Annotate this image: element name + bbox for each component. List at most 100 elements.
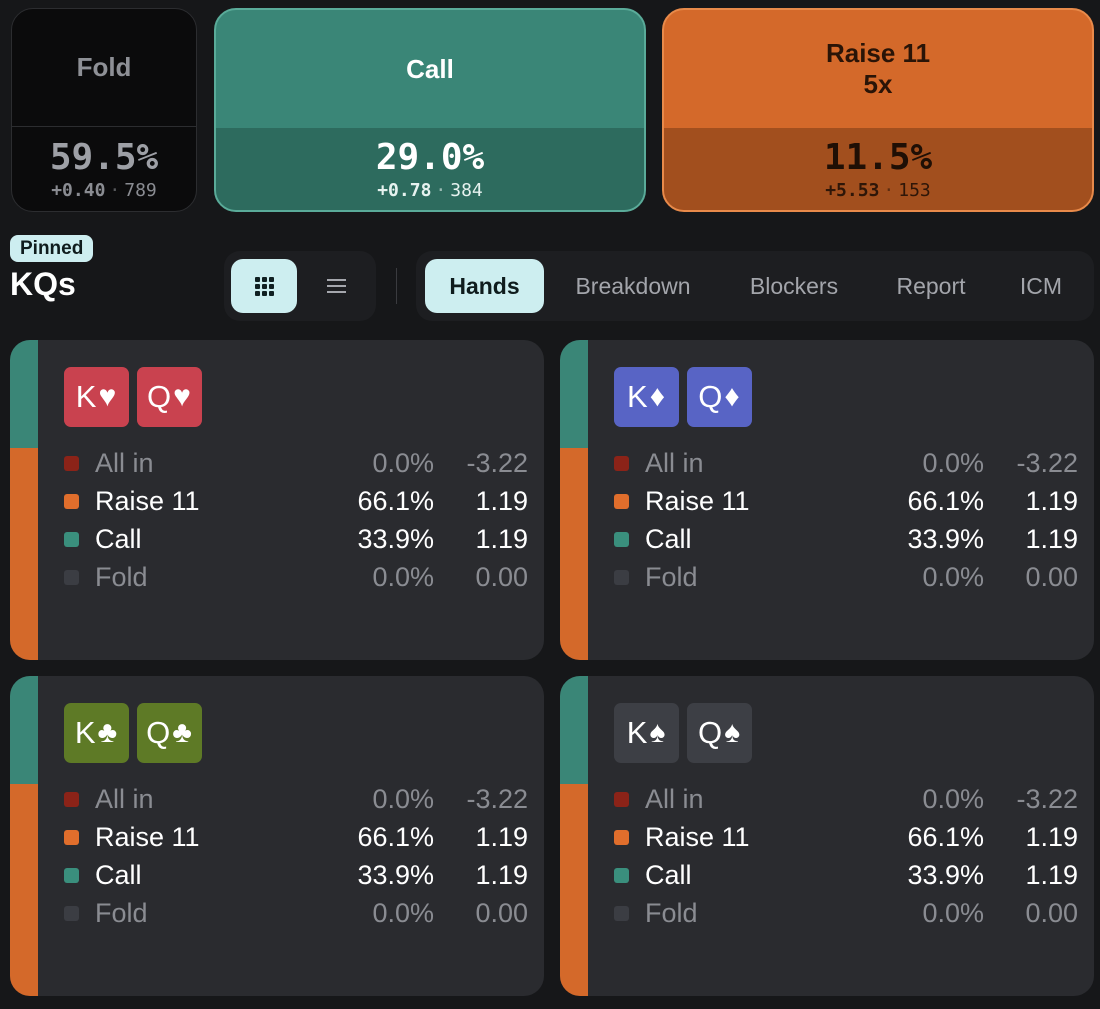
frequency-strip-raise	[560, 784, 588, 996]
playing-card: K ♠	[614, 703, 679, 763]
action-ev: -3.22	[1016, 447, 1078, 478]
combo-card-clubs[interactable]: K ♣ Q ♣ All in 0.0% -3.22 Raise 11 66.1% 1.19 Call…	[10, 676, 544, 996]
action-name: All in	[645, 447, 704, 478]
action-frequency: 0.0%	[922, 447, 984, 478]
card-rank: Q	[147, 379, 173, 414]
action-name: Call	[95, 523, 142, 554]
tab-blockers[interactable]: Blockers	[749, 272, 839, 299]
tab-icm[interactable]: ICM	[1019, 272, 1063, 299]
frequency-strip	[10, 340, 38, 660]
action-raise-box[interactable]: Raise 11 5x 11.5% +5.53 · 153	[662, 8, 1094, 212]
action-call-ev: +0.78	[377, 179, 432, 201]
action-table: All in 0.0% -3.22 Raise 11 66.1% 1.19 Call 33.9…	[614, 780, 1078, 932]
action-frequency: 33.9%	[907, 523, 984, 554]
clubs-suit-icon: ♣	[172, 716, 193, 749]
action-row: All in 0.0% -3.22	[614, 780, 1078, 818]
action-name: Raise 11	[95, 821, 200, 852]
action-name: Fold	[645, 561, 698, 592]
action-ev: 0.00	[475, 897, 528, 928]
action-ev: -3.22	[466, 447, 528, 478]
action-call-percent: 29.0%	[375, 136, 485, 178]
list-icon	[326, 275, 346, 297]
action-raise-sub: +5.53 · 153	[825, 179, 931, 201]
action-raise-percent: 11.5%	[823, 136, 933, 178]
action-call-box[interactable]: Call 29.0% +0.78 · 384	[214, 8, 646, 212]
action-row: Fold 0.0% 0.00	[614, 558, 1078, 596]
action-row: Fold 0.0% 0.00	[64, 894, 528, 932]
playing-card: K ♣	[64, 703, 129, 763]
action-row: Raise 11 66.1% 1.19	[614, 482, 1078, 520]
action-ev: 0.00	[475, 561, 528, 592]
action-call-combos: 384	[450, 179, 483, 201]
action-call-stats: 29.0% +0.78 · 384	[216, 128, 644, 210]
combo-card-hearts[interactable]: K ♥ Q ♥ All in 0.0% -3.22 Raise 11 66.1% 1.19 Call…	[10, 340, 544, 660]
action-name: Fold	[95, 561, 148, 592]
action-ev: 1.19	[1025, 523, 1078, 554]
action-swatch	[64, 455, 79, 471]
action-ev: 1.19	[475, 859, 528, 890]
action-frequency: 0.0%	[372, 783, 434, 814]
action-swatch	[614, 493, 629, 509]
frequency-strip	[10, 676, 38, 996]
tab-breakdown[interactable]: Breakdown	[575, 272, 691, 299]
view-toggle	[224, 251, 376, 321]
action-swatch	[614, 867, 629, 883]
action-name: All in	[645, 783, 704, 814]
action-name: All in	[95, 447, 154, 478]
action-fold-stats: 59.5% +0.40 · 789	[12, 127, 196, 211]
action-ev: 1.19	[1025, 485, 1078, 516]
action-fold-sub: +0.40 · 789	[51, 179, 157, 201]
frequency-strip-call	[10, 340, 38, 449]
action-name: Fold	[95, 897, 148, 928]
combo-card-diamonds[interactable]: K ♦ Q ♦ All in 0.0% -3.22 Raise 11 66.1% 1.19 Call…	[560, 340, 1094, 660]
frequency-strip-call	[560, 676, 588, 785]
tab-hands[interactable]: Hands	[425, 259, 544, 313]
playing-card: Q ♣	[137, 703, 202, 763]
action-frequency: 33.9%	[357, 859, 434, 890]
card-rank: K	[74, 715, 97, 750]
action-frequency: 66.1%	[357, 821, 434, 852]
action-fold-ev: +0.40	[51, 179, 106, 201]
action-fold-combos: 789	[124, 179, 157, 201]
diamonds-suit-icon: ♦	[724, 380, 741, 413]
action-row: Raise 11 66.1% 1.19	[64, 482, 528, 520]
action-name: All in	[95, 783, 154, 814]
frequency-strip-call	[560, 340, 588, 449]
action-frequency: 0.0%	[372, 447, 434, 478]
action-frequency: 0.0%	[922, 897, 984, 928]
card-rank: K	[627, 379, 649, 414]
action-ev: 1.19	[475, 485, 528, 516]
spades-suit-icon: ♠	[724, 716, 742, 749]
playing-card: Q ♠	[687, 703, 752, 763]
grid-view-button[interactable]	[231, 259, 297, 313]
action-ev: -3.22	[1016, 783, 1078, 814]
action-name: Raise 11	[645, 821, 750, 852]
action-raise-label-group: Raise 11 5x	[664, 10, 1092, 128]
action-swatch	[614, 531, 629, 547]
card-rank: Q	[146, 715, 172, 750]
action-raise-ev: +5.53	[825, 179, 880, 201]
playing-card: Q ♥	[137, 367, 202, 427]
action-name: Fold	[645, 897, 698, 928]
hole-cards: K ♥ Q ♥	[64, 367, 202, 427]
playing-card: K ♦	[614, 367, 679, 427]
action-ev: 1.19	[1025, 859, 1078, 890]
action-raise-sizing: 5x	[863, 69, 893, 99]
list-view-button[interactable]	[303, 259, 369, 313]
tab-report[interactable]: Report	[896, 272, 966, 299]
action-frequency: 0.0%	[372, 561, 434, 592]
action-swatch	[614, 905, 629, 921]
diamonds-suit-icon: ♦	[649, 380, 666, 413]
action-ev: 1.19	[1025, 821, 1078, 852]
combo-card-spades[interactable]: K ♠ Q ♠ All in 0.0% -3.22 Raise 11 66.1% 1.19 Call…	[560, 676, 1094, 996]
hole-cards: K ♣ Q ♣	[64, 703, 202, 763]
action-swatch	[64, 905, 79, 921]
action-fold-label: Fold	[12, 9, 196, 127]
action-swatch	[614, 791, 629, 807]
action-row: Call 33.9% 1.19	[64, 856, 528, 894]
card-rank: Q	[697, 715, 724, 750]
action-name: Call	[95, 859, 142, 890]
action-fold-box[interactable]: Fold 59.5% +0.40 · 789	[11, 8, 197, 212]
hearts-suit-icon: ♥	[173, 380, 192, 413]
